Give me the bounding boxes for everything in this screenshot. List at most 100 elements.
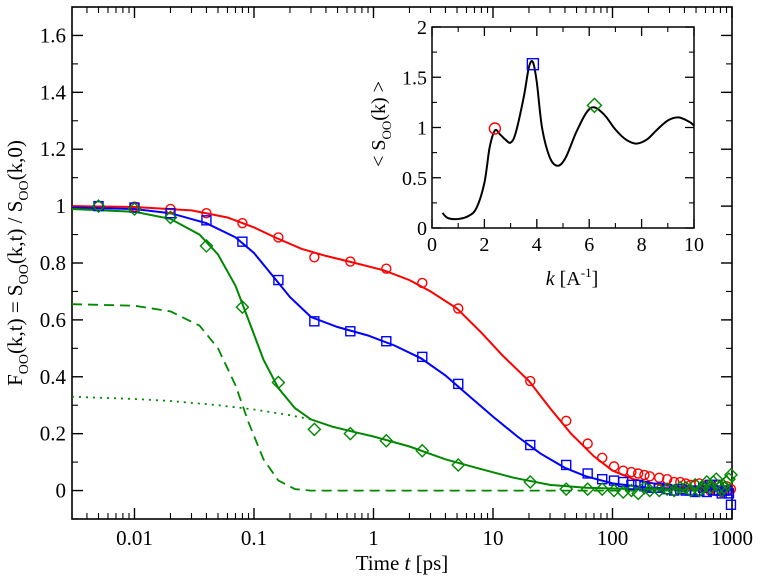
inset-x-axis-label-var: k: [546, 268, 556, 290]
data-point-circle: [381, 263, 392, 274]
main-y-tick-label: 0: [56, 479, 67, 503]
main-y-tick-label: 1.2: [40, 137, 66, 161]
fit-line-circle: [71, 205, 733, 491]
data-point-diamond: [127, 201, 142, 216]
inset-x-tick-label: 0: [427, 234, 437, 256]
main-y-tick-label: 0.8: [40, 251, 66, 275]
main-x-axis-label: Time t [ps]: [356, 551, 449, 575]
inset-y-tick-label: 0.5: [402, 168, 427, 190]
ylabel-sub1: OO: [17, 354, 32, 374]
data-point-diamond: [607, 483, 622, 498]
inset-y-tick-label: 1.5: [402, 67, 427, 89]
main-y-tick-label: 1.4: [40, 80, 67, 104]
data-point-square: [381, 336, 392, 347]
main-x-axis-label-unit: [ps]: [410, 551, 448, 575]
data-point-square: [201, 215, 212, 226]
data-point-square: [561, 459, 572, 471]
inset-x-tick-label: 4: [532, 234, 542, 256]
data-point-diamond: [692, 483, 707, 498]
inset-x-tick-label: 8: [637, 234, 647, 256]
data-point-circle: [237, 217, 248, 229]
inset-x-axis-label-close: ]: [592, 268, 599, 290]
main-data-points: [91, 199, 738, 510]
ylabel-end: (k,0): [3, 140, 27, 180]
fast-component-line: [71, 303, 732, 492]
inset-ylabel-k: (k): [368, 97, 390, 120]
main-y-tick-label: 0.2: [40, 422, 66, 446]
data-point-circle: [561, 415, 572, 427]
data-point-diamond: [199, 238, 214, 253]
data-point-square: [662, 483, 673, 495]
fit-line-square: [71, 206, 733, 491]
data-point-square: [626, 479, 637, 491]
data-point-diamond: [624, 483, 639, 498]
data-point-diamond: [652, 483, 667, 498]
data-point-circle: [201, 208, 212, 219]
main-x-tick-label: 1: [368, 526, 379, 550]
data-point-circle: [273, 232, 284, 243]
main-x-tick-label: 0.01: [116, 526, 153, 550]
data-point-diamond: [580, 482, 595, 497]
inset-y-axis-label: < SOO(k) >: [368, 81, 394, 167]
data-point-diamond: [379, 433, 394, 448]
data-point-circle: [632, 468, 644, 479]
inset-chart: 0 2 4 6 8 10 0 0.5 1 1.5 2 k [A-1] < SOO(k) >: [368, 17, 704, 290]
data-point-circle: [582, 438, 593, 449]
data-point-diamond: [343, 426, 358, 441]
data-point-square: [309, 316, 320, 327]
data-point-diamond: [616, 484, 631, 499]
data-point-diamond: [723, 467, 738, 482]
main-y-tick-label: 0.6: [40, 308, 66, 332]
inset-x-tick-label: 10: [684, 234, 704, 256]
ylabel-sub2: OO: [17, 264, 32, 284]
inset-x-tick-label: 6: [584, 234, 594, 256]
data-point-square: [93, 200, 104, 212]
data-point-circle: [618, 465, 629, 476]
inset-x-axis-label: k [A-1]: [546, 265, 599, 290]
data-point-circle: [309, 252, 320, 263]
data-point-diamond: [523, 475, 538, 490]
data-point-square: [237, 236, 248, 247]
main-x-axis-label-prefix: Time: [356, 551, 405, 575]
data-point-diamond: [696, 480, 711, 495]
data-point-diamond: [307, 422, 322, 437]
data-point-diamond: [721, 472, 736, 487]
data-point-square: [345, 326, 356, 337]
data-point-diamond: [667, 483, 682, 498]
data-point-diamond: [559, 482, 574, 497]
inset-y-tick-label: 1: [417, 118, 427, 140]
inset-ylabel-close: >: [368, 81, 390, 97]
data-point-circle: [639, 469, 650, 481]
ylabel-mid2: (k,t) / S: [3, 201, 27, 265]
data-point-circle: [644, 471, 655, 482]
main-components: [71, 303, 732, 492]
structure-factor-curve: [441, 60, 695, 221]
data-point-diamond: [714, 483, 729, 498]
main-x-tick-label: 100: [597, 526, 629, 550]
data-point-diamond: [595, 482, 610, 497]
data-point-circle: [345, 256, 356, 267]
data-point-diamond: [642, 483, 657, 498]
inset-marker-circle: [488, 122, 502, 135]
inset-markers: [488, 57, 603, 135]
data-point-diamond: [688, 477, 703, 492]
inset-ticks: 0 2 4 6 8 10 0 0.5 1 1.5 2: [402, 17, 704, 256]
data-point-circle: [654, 472, 665, 483]
data-point-square: [654, 482, 665, 493]
data-point-diamond: [451, 457, 466, 472]
inset-marker-square: [526, 57, 540, 71]
ylabel-F: F: [3, 374, 27, 386]
data-point-square: [668, 485, 680, 496]
ylabel-mid1: (k,t) = S: [3, 284, 27, 354]
inset-y-tick-label: 2: [417, 17, 427, 39]
inset-x-axis-label-sup: -1: [581, 265, 592, 280]
inset-y-tick-label: 0: [417, 218, 427, 240]
data-point-circle: [453, 303, 464, 314]
inset-x-tick-label: 2: [479, 234, 489, 256]
main-x-tick-label: 1000: [711, 526, 753, 550]
main-y-tick-label: 1: [56, 194, 67, 218]
main-x-tick-label: 10: [482, 526, 503, 550]
main-fit-lines: [71, 205, 733, 491]
